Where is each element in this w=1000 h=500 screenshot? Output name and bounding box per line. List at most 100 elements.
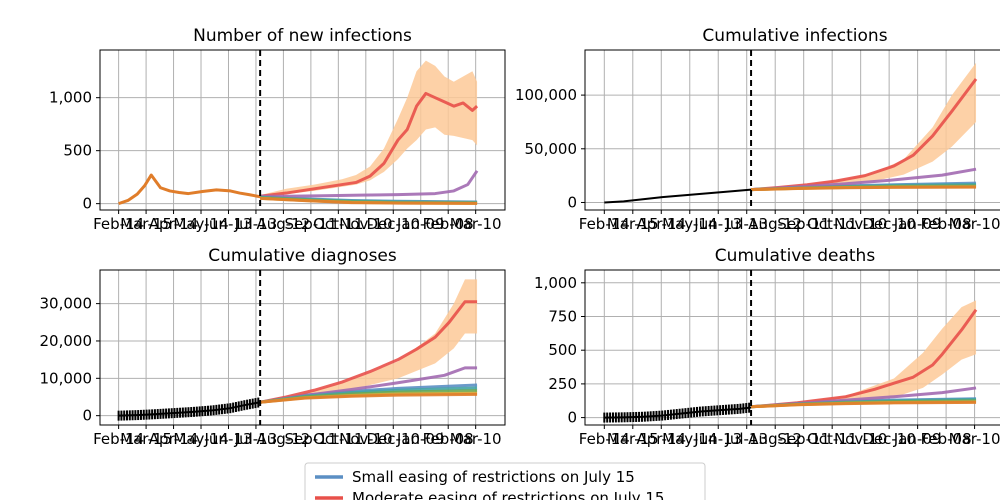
uncertainty-band (260, 279, 478, 403)
series-line-3 (260, 169, 479, 198)
y-tick-label: 750 (548, 308, 577, 326)
axes-frame (99, 49, 506, 211)
x-tick-label: Mar-15 (607, 430, 659, 448)
legend-label-moderate-easing: Moderate easing of restrictions on July … (352, 489, 664, 500)
x-tick-label: Nov-10 (834, 430, 887, 448)
x-tick-label: Oct-11 (807, 215, 857, 233)
x-tick-label: Nov-10 (834, 215, 887, 233)
x-tick-label: Dec-10 (862, 215, 916, 233)
panel-title: Cumulative diagnoses (208, 246, 397, 266)
panel-title: Cumulative infections (702, 26, 887, 46)
x-tick-label: Apr-14 (149, 215, 199, 233)
x-tick-label: Mar-15 (607, 215, 659, 233)
x-tick-label: Feb-14 (579, 430, 630, 448)
y-tick-label: 250 (548, 375, 577, 393)
y-tick-label: 500 (63, 142, 92, 160)
y-tick-label: 20,000 (40, 332, 93, 350)
x-tick-label: Oct-11 (313, 215, 363, 233)
x-tick-label: Jul-13 (724, 430, 768, 448)
grid (581, 270, 1000, 429)
x-tick-label: Aug-12 (257, 430, 311, 448)
x-tick-label: Sep-11 (284, 215, 337, 233)
y-tick-label: 1,000 (49, 89, 92, 107)
legend: Small easing of restrictions on July 15 … (304, 462, 706, 500)
x-tick-label: Dec-10 (367, 430, 421, 448)
x-tick-label: Oct-11 (807, 430, 857, 448)
x-tick-label: Feb-08 (921, 430, 972, 448)
series-line-7 (260, 196, 478, 205)
x-tick-label: Jan-09 (893, 215, 942, 233)
x-tick-label: Jun-13 (693, 430, 742, 448)
x-tick-label: Feb-08 (423, 430, 474, 448)
x-tick-label: Jun-13 (204, 215, 253, 233)
history-line (604, 188, 752, 204)
x-tick-label: Nov-10 (339, 215, 392, 233)
y-tick-label: 100,000 (515, 86, 577, 104)
panel-title: Cumulative deaths (715, 246, 876, 266)
plot-area (604, 62, 978, 204)
x-tick-label: Jan-09 (396, 430, 445, 448)
y-tick-label: 0 (82, 195, 92, 213)
series-line-2 (259, 91, 479, 198)
x-tick-label: Apr-14 (149, 430, 199, 448)
plot-area (117, 279, 478, 421)
x-tick-label: Dec-10 (367, 215, 421, 233)
series-line-2 (259, 300, 478, 404)
x-tick-label: Feb-14 (93, 215, 144, 233)
series-line-2 (750, 308, 978, 409)
x-tick-label: Sep-11 (284, 430, 337, 448)
x-tick-label: Nov-10 (339, 430, 392, 448)
axes-frame (99, 269, 506, 426)
axes-frame (584, 269, 1000, 426)
x-tick-label: Jan-09 (396, 215, 445, 233)
panel-3: Feb-14Mar-15Apr-14May-14Jun-13Jul-13Aug-… (40, 246, 506, 448)
y-tick-label: 10,000 (40, 369, 93, 387)
x-tick-label: May-14 (173, 215, 228, 233)
panel-title: Number of new infections (193, 26, 412, 46)
x-tick-label: Mar-15 (120, 430, 172, 448)
x-tick-label: May-14 (662, 215, 717, 233)
uncertainty-band (260, 60, 478, 198)
uncertainty-band (751, 62, 977, 190)
x-tick-label: Dec-10 (862, 430, 916, 448)
panel-4: Feb-14Mar-15Apr-14May-14Jun-13Jul-13Aug-… (534, 246, 1000, 448)
x-tick-label: Apr-14 (637, 430, 687, 448)
x-tick-label: Jun-13 (693, 215, 742, 233)
x-tick-label: May-14 (662, 430, 717, 448)
y-tick-label: 0 (567, 193, 577, 211)
legend-label-small-easing: Small easing of restrictions on July 15 (352, 468, 635, 486)
panel-1: Feb-14Mar-15Apr-14May-14Jun-13Jul-13Aug-… (49, 26, 506, 233)
plot-area (603, 300, 978, 423)
x-tick-label: Aug-12 (748, 430, 802, 448)
x-tick-label: Jan-09 (893, 430, 942, 448)
x-tick-label: Jul-13 (234, 215, 278, 233)
history-line (118, 173, 261, 206)
x-tick-label: Jul-13 (724, 215, 768, 233)
x-tick-label: Feb-08 (921, 215, 972, 233)
panel-2: Feb-14Mar-15Apr-14May-14Jun-13Jul-13Aug-… (515, 26, 1000, 233)
x-tick-label: Oct-11 (313, 430, 363, 448)
plot-area (118, 60, 479, 206)
axes-frame (584, 49, 1000, 211)
series-line-7 (751, 400, 977, 409)
x-tick-label: Feb-14 (579, 215, 630, 233)
x-tick-label: Jul-13 (234, 430, 278, 448)
x-tick-label: Mar-10 (450, 215, 502, 233)
x-tick-label: Apr-14 (637, 215, 687, 233)
x-tick-label: Feb-14 (93, 430, 144, 448)
x-tick-label: Sep-11 (777, 215, 830, 233)
y-tick-label: 0 (567, 409, 577, 427)
legend-box (304, 462, 706, 500)
y-tick-label: 500 (548, 341, 577, 359)
x-tick-label: Mar-10 (450, 430, 502, 448)
uncertainty-band (751, 300, 977, 408)
y-tick-label: 50,000 (525, 140, 578, 158)
y-tick-label: 1,000 (534, 274, 577, 292)
x-tick-label: May-14 (173, 430, 228, 448)
x-tick-label: Aug-12 (748, 215, 802, 233)
x-tick-label: Mar-10 (949, 215, 1000, 233)
y-tick-label: 0 (82, 407, 92, 425)
x-tick-label: Mar-15 (120, 215, 172, 233)
